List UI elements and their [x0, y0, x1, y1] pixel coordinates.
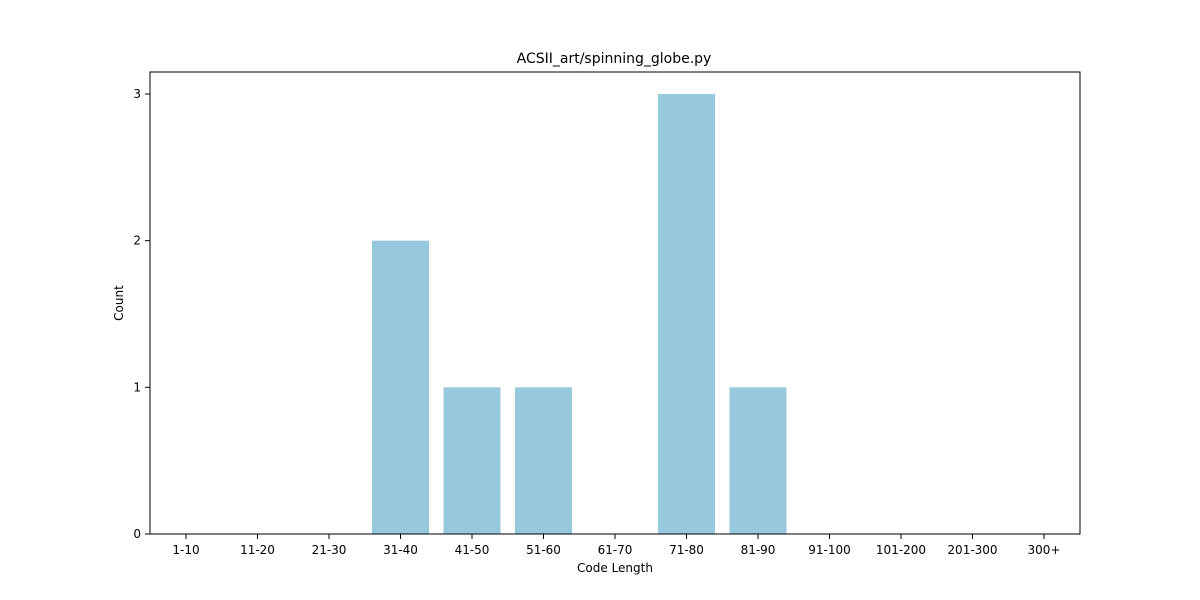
x-tick-label: 81-90 [741, 543, 776, 557]
x-tick-label: 300+ [1028, 543, 1061, 557]
y-tick-label: 3 [133, 87, 141, 101]
bar-31-40 [372, 240, 429, 534]
x-axis-ticks: 1-10 11-20 21-30 31-40 41-50 51-60 61-70 71-80 8… [172, 534, 1060, 557]
plot-frame [149, 71, 1081, 535]
x-tick-label: 31-40 [383, 543, 418, 557]
x-tick-label: 91-100 [808, 543, 851, 557]
y-axis-ticks: 0 1 2 3 [133, 87, 150, 541]
y-tick-label: 0 [133, 527, 141, 541]
x-tick-label: 41-50 [455, 543, 490, 557]
x-tick-label: 101-200 [876, 543, 926, 557]
y-tick-label: 1 [133, 380, 141, 394]
y-tick-label: 2 [133, 234, 141, 248]
x-tick-label: 21-30 [312, 543, 347, 557]
x-tick-label: 71-80 [669, 543, 704, 557]
chart-title: ACSII_art/spinning_globe.py [517, 51, 712, 67]
x-axis-label: Code Length [577, 561, 653, 575]
bar-81-90 [729, 387, 787, 534]
y-axis-label: Count [112, 285, 126, 321]
x-tick-label: 201-300 [947, 543, 997, 557]
x-tick-label: 61-70 [598, 543, 633, 557]
bar-41-50 [443, 387, 501, 534]
x-tick-label: 1-10 [172, 543, 199, 557]
bar-71-80 [658, 94, 715, 534]
bars [372, 94, 787, 534]
x-tick-label: 51-60 [526, 543, 561, 557]
x-tick-label: 11-20 [240, 543, 275, 557]
bar-51-60 [515, 387, 572, 534]
